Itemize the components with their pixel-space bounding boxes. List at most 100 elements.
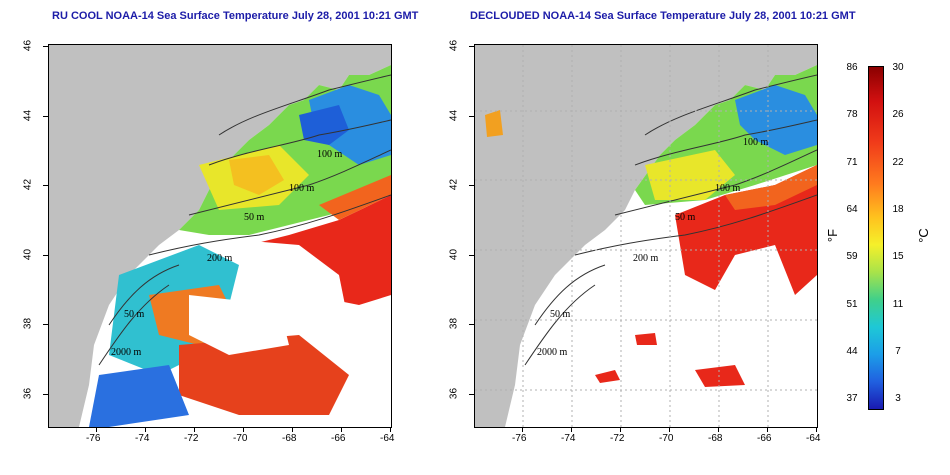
x-tick-label: -76 bbox=[512, 433, 527, 444]
y-tick-mark bbox=[469, 115, 474, 117]
x-tick-label: -64 bbox=[380, 433, 395, 444]
y-tick-label: 40 bbox=[448, 248, 460, 260]
y-tick-label: 42 bbox=[22, 178, 34, 191]
y-tick-mark bbox=[469, 254, 474, 256]
southern-cool-patch bbox=[89, 365, 189, 427]
y-tick-mark bbox=[469, 46, 474, 47]
cloud-band bbox=[189, 295, 289, 355]
y-tick-label: 46 bbox=[448, 39, 460, 52]
y-tick-label: 44 bbox=[448, 109, 460, 121]
x-tick-label: -68 bbox=[708, 433, 723, 444]
y-tick-mark bbox=[43, 324, 48, 325]
x-tick-mark bbox=[145, 427, 146, 432]
fahrenheit-tick-label: 59 bbox=[846, 251, 858, 263]
y-tick-mark bbox=[469, 185, 474, 186]
x-tick-label: -64 bbox=[806, 433, 821, 444]
temperature-colorbar bbox=[868, 66, 884, 410]
x-tick-label: -76 bbox=[86, 433, 101, 444]
warm-fragment bbox=[635, 333, 657, 345]
y-tick-mark bbox=[43, 46, 48, 47]
fahrenheit-tick-label: 44 bbox=[846, 345, 858, 357]
fahrenheit-tick-label: 86 bbox=[846, 62, 858, 73]
contour-label: 50 m bbox=[244, 212, 265, 223]
contour-label: 200 m bbox=[633, 253, 659, 264]
left-map-title: RU COOL NOAA-14 Sea Surface Temperature … bbox=[52, 10, 419, 22]
x-tick-label: -66 bbox=[331, 433, 346, 444]
gulf-of-maine-cold bbox=[309, 85, 391, 165]
right-sst-map: 100 m 100 m 50 m 200 m 50 m 2000 m bbox=[474, 44, 818, 428]
celsius-tick-label: 3 bbox=[895, 393, 901, 405]
y-tick-mark bbox=[469, 393, 474, 395]
x-tick-label: -68 bbox=[282, 433, 297, 444]
land-mass bbox=[49, 45, 391, 427]
contour-label: 100 m bbox=[317, 149, 343, 160]
celsius-tick-label: 7 bbox=[895, 345, 901, 357]
x-tick-label: -66 bbox=[757, 433, 772, 444]
y-tick-label: 38 bbox=[22, 317, 34, 330]
y-tick-mark bbox=[43, 185, 48, 186]
x-tick-mark bbox=[767, 427, 768, 432]
contour-label: 50 m bbox=[124, 309, 145, 320]
y-tick-label: 46 bbox=[22, 39, 34, 52]
x-tick-mark bbox=[194, 427, 195, 432]
y-tick-mark bbox=[43, 393, 48, 395]
celsius-tick-label: 22 bbox=[892, 156, 904, 168]
mid-patch bbox=[229, 155, 284, 195]
fahrenheit-tick-label: 51 bbox=[846, 298, 858, 310]
x-tick-mark bbox=[96, 427, 97, 432]
fahrenheit-unit-label: °F bbox=[825, 228, 841, 243]
y-tick-label: 36 bbox=[448, 387, 460, 399]
x-tick-mark bbox=[341, 427, 342, 432]
x-tick-label: -70 bbox=[233, 433, 248, 444]
x-tick-mark bbox=[522, 427, 523, 432]
x-tick-label: -74 bbox=[561, 433, 576, 444]
mid-water bbox=[645, 150, 735, 200]
x-tick-mark bbox=[816, 427, 817, 432]
celsius-tick-label: 11 bbox=[892, 298, 904, 310]
celsius-unit-label: °C bbox=[915, 228, 931, 243]
cold-water bbox=[735, 85, 817, 155]
contour-label: 100 m bbox=[715, 183, 741, 194]
x-tick-mark bbox=[292, 427, 293, 432]
right-map-title: DECLOUDED NOAA-14 Sea Surface Temperatur… bbox=[470, 10, 856, 22]
left-map-svg: 100 m 100 m 50 m 200 m 50 m 2000 m bbox=[49, 45, 391, 427]
fahrenheit-tick-label: 37 bbox=[846, 393, 858, 405]
y-tick-mark bbox=[469, 324, 474, 325]
x-tick-mark bbox=[718, 427, 719, 432]
x-tick-mark bbox=[620, 427, 621, 432]
warm-edge bbox=[725, 165, 817, 210]
contour-label: 2000 m bbox=[111, 347, 142, 358]
contour-label: 50 m bbox=[675, 212, 696, 223]
contour-label: 100 m bbox=[289, 183, 315, 194]
y-tick-mark bbox=[43, 254, 48, 256]
y-tick-label: 44 bbox=[22, 109, 34, 121]
right-map-svg: 100 m 100 m 50 m 200 m 50 m 2000 m bbox=[475, 45, 817, 427]
contour-label: 100 m bbox=[743, 137, 769, 148]
contour-label: 2000 m bbox=[537, 347, 568, 358]
y-tick-mark bbox=[43, 115, 48, 117]
fahrenheit-tick-label: 71 bbox=[846, 156, 858, 168]
cold-patch bbox=[299, 105, 349, 145]
y-tick-label: 42 bbox=[448, 178, 460, 191]
warm-edge bbox=[319, 175, 391, 220]
contour-label: 200 m bbox=[207, 253, 233, 264]
celsius-tick-label: 18 bbox=[892, 203, 904, 215]
warm-fragment bbox=[695, 365, 745, 387]
land-mass bbox=[475, 45, 817, 427]
x-tick-label: -74 bbox=[135, 433, 150, 444]
y-tick-label: 36 bbox=[22, 387, 34, 399]
left-sst-map: 100 m 100 m 50 m 200 m 50 m 2000 m bbox=[48, 44, 392, 428]
inland-lake bbox=[485, 110, 503, 137]
celsius-tick-label: 30 bbox=[892, 62, 904, 73]
x-tick-mark bbox=[571, 427, 572, 432]
x-tick-label: -72 bbox=[610, 433, 625, 444]
celsius-tick-label: 15 bbox=[892, 251, 904, 263]
y-tick-label: 40 bbox=[22, 248, 34, 260]
y-tick-label: 38 bbox=[448, 317, 460, 330]
fahrenheit-tick-label: 78 bbox=[846, 109, 858, 121]
celsius-tick-label: 26 bbox=[892, 109, 904, 121]
contour-label: 50 m bbox=[550, 309, 571, 320]
x-tick-mark bbox=[390, 427, 391, 432]
x-tick-mark bbox=[243, 427, 244, 432]
x-tick-label: -72 bbox=[184, 433, 199, 444]
